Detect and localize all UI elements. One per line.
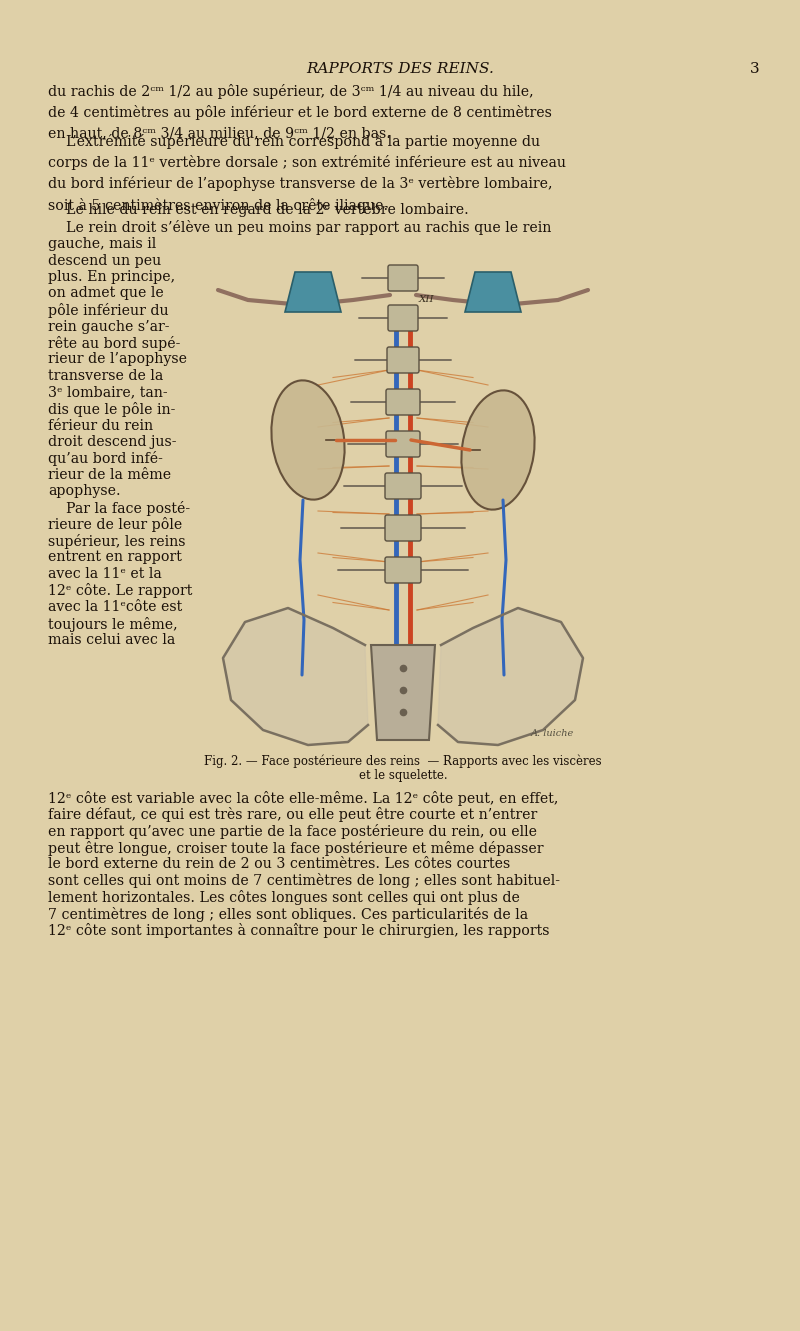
Text: gauche, mais il: gauche, mais il (48, 237, 156, 252)
Polygon shape (438, 608, 583, 745)
Text: 12ᵉ côte est variable avec la côte elle-même. La 12ᵉ côte peut, en effet,: 12ᵉ côte est variable avec la côte elle-… (48, 791, 558, 807)
Text: Par la face posté-: Par la face posté- (48, 500, 190, 516)
Ellipse shape (462, 390, 534, 510)
Text: Le rein droit s’élève un peu moins par rapport au rachis que le rein: Le rein droit s’élève un peu moins par r… (48, 220, 551, 236)
Text: droit descend jus-: droit descend jus- (48, 435, 177, 449)
Text: rieur de la même: rieur de la même (48, 469, 171, 482)
Text: férieur du rein: férieur du rein (48, 418, 153, 433)
FancyBboxPatch shape (385, 556, 421, 583)
Ellipse shape (271, 381, 345, 499)
Text: XII: XII (419, 295, 434, 305)
FancyBboxPatch shape (385, 473, 421, 499)
Text: dis que le pôle in-: dis que le pôle in- (48, 402, 175, 417)
Text: et le squelette.: et le squelette. (358, 769, 447, 783)
Text: A. luiche: A. luiche (531, 729, 574, 737)
Text: RAPPORTS DES REINS.: RAPPORTS DES REINS. (306, 63, 494, 76)
Polygon shape (371, 646, 435, 740)
Text: supérieur, les reins: supérieur, les reins (48, 534, 186, 548)
Text: du rachis de 2ᶜᵐ 1/2 au pôle supérieur, de 3ᶜᵐ 1/4 au niveau du hile,
de 4 centi: du rachis de 2ᶜᵐ 1/2 au pôle supérieur, … (48, 84, 552, 140)
Polygon shape (285, 272, 341, 311)
Text: apophyse.: apophyse. (48, 484, 121, 499)
Text: entrent en rapport: entrent en rapport (48, 551, 182, 564)
Text: pôle inférieur du: pôle inférieur du (48, 303, 169, 318)
Polygon shape (223, 608, 368, 745)
Text: Le hile du rein est en regard de la 2ᵉ vertèbre lombaire.: Le hile du rein est en regard de la 2ᵉ v… (48, 202, 469, 217)
Text: 3: 3 (750, 63, 760, 76)
Text: rein gauche s’ar-: rein gauche s’ar- (48, 319, 170, 334)
FancyBboxPatch shape (387, 347, 419, 373)
FancyBboxPatch shape (388, 305, 418, 331)
FancyBboxPatch shape (385, 515, 421, 540)
Text: 7 centimètres de long ; elles sont obliques. Ces particularités de la: 7 centimètres de long ; elles sont obliq… (48, 906, 528, 921)
Polygon shape (465, 272, 521, 311)
FancyBboxPatch shape (388, 265, 418, 291)
Text: faire défaut, ce qui est très rare, ou elle peut être courte et n’entrer: faire défaut, ce qui est très rare, ou e… (48, 808, 538, 823)
Text: toujours le même,: toujours le même, (48, 616, 178, 631)
FancyBboxPatch shape (386, 389, 420, 415)
Text: Fig. 2. — Face postérieure des reins  — Rapports avec les viscères: Fig. 2. — Face postérieure des reins — R… (204, 755, 602, 768)
Text: lement horizontales. Les côtes longues sont celles qui ont plus de: lement horizontales. Les côtes longues s… (48, 890, 520, 905)
Text: 3ᵉ lombaire, tan-: 3ᵉ lombaire, tan- (48, 386, 168, 399)
Text: rieur de l’apophyse: rieur de l’apophyse (48, 353, 187, 366)
Text: sont celles qui ont moins de 7 centimètres de long ; elles sont habituel-: sont celles qui ont moins de 7 centimètr… (48, 873, 560, 889)
Text: avec la 11ᵉ et la: avec la 11ᵉ et la (48, 567, 162, 582)
Text: transverse de la: transverse de la (48, 369, 163, 383)
Text: 12ᵉ côte. Le rapport: 12ᵉ côte. Le rapport (48, 583, 192, 599)
Text: avec la 11ᵉcôte est: avec la 11ᵉcôte est (48, 600, 182, 614)
Text: rieure de leur pôle: rieure de leur pôle (48, 518, 182, 532)
Text: en rapport qu’avec une partie de la face postérieure du rein, ou elle: en rapport qu’avec une partie de la face… (48, 824, 537, 839)
Text: mais celui avec la: mais celui avec la (48, 634, 175, 647)
Text: qu’au bord infé-: qu’au bord infé- (48, 451, 163, 466)
Text: on admet que le: on admet que le (48, 286, 164, 301)
FancyBboxPatch shape (386, 431, 420, 457)
Text: rête au bord supé-: rête au bord supé- (48, 335, 180, 351)
Text: descend un peu: descend un peu (48, 253, 162, 268)
Text: plus. En principe,: plus. En principe, (48, 270, 175, 284)
Text: 12ᵉ côte sont importantes à connaître pour le chirurgien, les rapports: 12ᵉ côte sont importantes à connaître po… (48, 922, 550, 938)
Text: L’extrémité supérieure du rein correspond à la partie moyenne du
corps de la 11ᵉ: L’extrémité supérieure du rein correspon… (48, 134, 566, 213)
Text: peut être longue, croiser toute la face postérieure et même dépasser: peut être longue, croiser toute la face … (48, 840, 543, 856)
Text: le bord externe du rein de 2 ou 3 centimètres. Les côtes courtes: le bord externe du rein de 2 ou 3 centim… (48, 857, 510, 870)
